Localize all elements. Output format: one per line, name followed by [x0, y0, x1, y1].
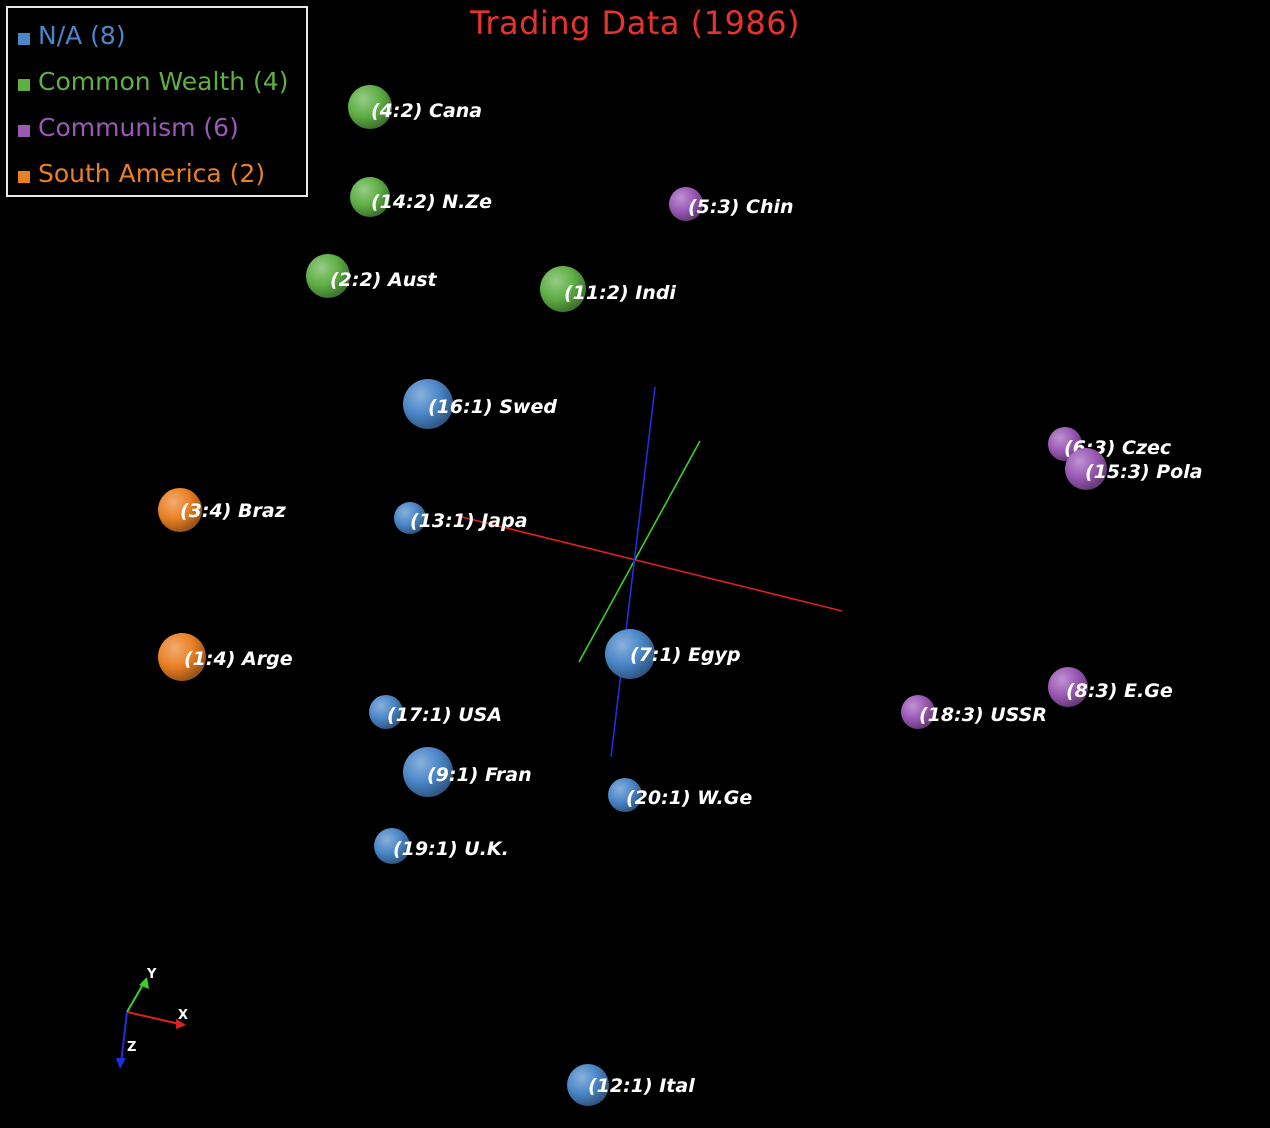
data-point[interactable]: (13:1) Japa	[394, 502, 528, 534]
legend-label: N/A (8)	[38, 21, 126, 50]
point-label: (3:4) Braz	[180, 500, 287, 522]
data-point[interactable]: (14:2) N.Ze	[350, 177, 492, 217]
legend-item-south-america: South America (2)	[18, 159, 265, 188]
sphere-marker[interactable]	[403, 747, 453, 797]
axis-line-x	[457, 515, 843, 612]
point-label: (8:3) E.Ge	[1066, 680, 1173, 702]
widget-label-x: X	[178, 1008, 188, 1023]
point-label: (2:2) Aust	[330, 269, 438, 291]
legend-swatch	[18, 125, 30, 137]
sphere-marker[interactable]	[158, 488, 202, 532]
point-label: (14:2) N.Ze	[371, 191, 492, 213]
data-point[interactable]: (20:1) W.Ge	[608, 778, 752, 812]
sphere-marker[interactable]	[369, 695, 403, 729]
legend-item-communism: Communism (6)	[18, 113, 239, 142]
point-label: (16:1) Swed	[428, 396, 557, 418]
data-point[interactable]: (8:3) E.Ge	[1048, 667, 1173, 707]
data-point[interactable]: (2:2) Aust	[306, 254, 438, 298]
sphere-marker[interactable]	[605, 629, 655, 679]
sphere-marker[interactable]	[1048, 667, 1088, 707]
point-label: (4:2) Cana	[371, 100, 482, 122]
point-label: (17:1) USA	[387, 704, 502, 726]
legend: N/A (8) Common Wealth (4) Communism (6) …	[6, 6, 308, 197]
sphere-marker[interactable]	[306, 254, 350, 298]
point-label: (5:3) Chin	[688, 196, 794, 218]
data-point[interactable]: (1:4) Arge	[158, 633, 293, 681]
data-point[interactable]: (4:2) Cana	[348, 85, 482, 129]
data-point[interactable]: (12:1) Ital	[567, 1064, 695, 1106]
sphere-marker[interactable]	[669, 187, 703, 221]
center-axes	[457, 386, 843, 758]
point-label: (11:2) Indi	[564, 282, 676, 304]
data-point[interactable]: (11:2) Indi	[540, 266, 676, 312]
data-point[interactable]: (5:3) Chin	[669, 187, 794, 221]
sphere-marker[interactable]	[394, 502, 426, 534]
widget-label-y: Y	[146, 967, 157, 982]
data-point[interactable]: (17:1) USA	[369, 695, 502, 729]
data-points: (4:2) Cana (14:2) N.Ze (5:3) Chin (2:2) Aus…	[158, 85, 1203, 1106]
legend-item-common-wealth: Common Wealth (4)	[18, 67, 288, 96]
sphere-marker[interactable]	[348, 85, 392, 129]
point-label: (9:1) Fran	[427, 764, 532, 786]
legend-item-na: N/A (8)	[18, 21, 126, 50]
point-label: (1:4) Arge	[184, 648, 293, 670]
sphere-marker[interactable]	[567, 1064, 609, 1106]
sphere-marker[interactable]	[158, 633, 206, 681]
point-label: (12:1) Ital	[588, 1075, 695, 1097]
sphere-marker[interactable]	[374, 828, 410, 864]
legend-swatch	[18, 79, 30, 91]
data-point[interactable]: (6:3) Czec	[1048, 427, 1172, 461]
sphere-marker[interactable]	[350, 177, 390, 217]
widget-axis-x	[126, 1011, 185, 1026]
chart-title: Trading Data (1986)	[469, 4, 801, 42]
legend-label: South America (2)	[38, 159, 266, 188]
widget-axis-z	[120, 1011, 128, 1065]
point-label: (13:1) Japa	[410, 510, 528, 532]
axis-line-y	[578, 440, 701, 663]
sphere-marker[interactable]	[1065, 448, 1107, 490]
legend-label: Common Wealth (4)	[38, 67, 289, 96]
data-point[interactable]: (19:1) U.K.	[374, 828, 509, 864]
point-label: (15:3) Pola	[1085, 461, 1203, 483]
point-label: (18:3) USSR	[919, 704, 1047, 726]
data-point[interactable]: (3:4) Braz	[158, 488, 287, 532]
sphere-marker[interactable]	[403, 379, 453, 429]
data-point[interactable]: (9:1) Fran	[403, 747, 532, 797]
widget-label-z: Z	[127, 1040, 136, 1055]
sphere-marker[interactable]	[901, 695, 935, 729]
point-label: (19:1) U.K.	[393, 838, 509, 860]
data-point[interactable]: (18:3) USSR	[901, 695, 1047, 729]
sphere-marker[interactable]	[608, 778, 642, 812]
data-point[interactable]: (7:1) Egyp	[605, 629, 741, 679]
axis-line-z	[610, 386, 656, 758]
data-point[interactable]: (16:1) Swed	[403, 379, 557, 429]
point-label: (7:1) Egyp	[630, 644, 741, 666]
orientation-axes-widget[interactable]: X Y Z	[116, 967, 188, 1069]
sphere-marker[interactable]	[540, 266, 586, 312]
point-label: (20:1) W.Ge	[626, 787, 752, 809]
legend-swatch	[18, 33, 30, 45]
legend-label: Communism (6)	[38, 113, 239, 142]
legend-swatch	[18, 171, 30, 183]
data-point[interactable]: (15:3) Pola	[1065, 448, 1203, 490]
